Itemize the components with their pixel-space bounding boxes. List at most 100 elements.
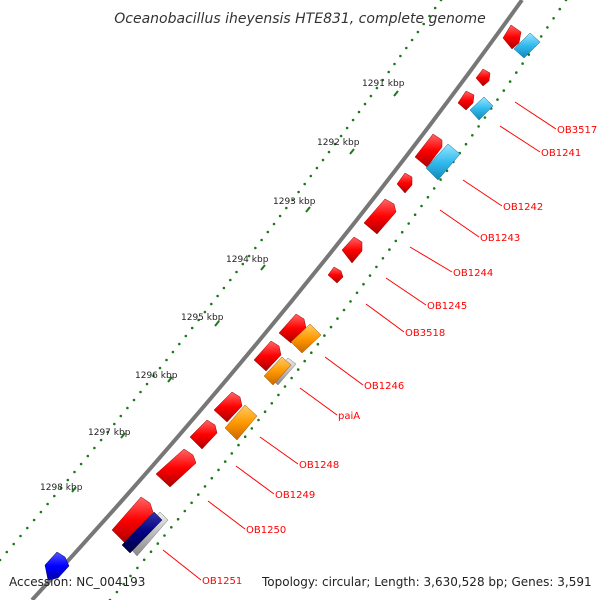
tick-dot <box>345 126 349 130</box>
tick-dot <box>296 368 300 371</box>
topology-text: Topology: circular; Length: 3,630,528 bp… <box>261 575 592 589</box>
tick-dot <box>260 238 263 242</box>
tick-dot <box>222 286 226 290</box>
gene-ob1241-cds[interactable] <box>469 96 494 121</box>
gene-label-ob1244[interactable]: OB1244 <box>453 268 493 279</box>
gene-label-ob1246[interactable]: OB1246 <box>364 381 404 392</box>
leader-line <box>324 356 364 386</box>
gene-label-ob1249[interactable]: OB1249 <box>275 490 315 501</box>
gene-ob1243-arrow[interactable] <box>396 172 413 194</box>
gene-ob1250-arrow[interactable] <box>111 496 154 544</box>
gene-label-paia[interactable]: paiA <box>338 411 360 422</box>
tick-dot <box>203 310 207 314</box>
tick-dot <box>235 270 238 274</box>
tick-dot <box>126 406 129 410</box>
gene-label-ob1245[interactable]: OB1245 <box>427 301 467 312</box>
tick-dot <box>405 46 408 50</box>
tick-dot <box>336 317 339 320</box>
tick-dot <box>247 254 251 258</box>
map-title: Oceanobacillus iheyensis HTE831, complet… <box>114 11 485 27</box>
tick-dot <box>230 452 234 455</box>
gene-ob1251-cds[interactable] <box>121 511 163 554</box>
tick-dot <box>283 385 287 388</box>
gene-label-ob3517[interactable]: OB3517 <box>557 125 597 136</box>
accession-text: Accession: NC_004193 <box>9 575 145 589</box>
major-tick <box>260 264 266 271</box>
leader-line <box>235 465 275 495</box>
gene-ob3517-arrow[interactable] <box>502 24 522 50</box>
tick-dot <box>115 590 119 594</box>
tick-dot <box>158 366 162 370</box>
leader-line <box>299 387 338 416</box>
tick-dot <box>19 534 22 538</box>
gene-label-ob1251[interactable]: OB1251 <box>202 576 242 587</box>
tick-label: 1294 kbp <box>226 255 269 265</box>
gene-ob1245-arrow[interactable] <box>341 236 363 264</box>
leader-line <box>462 179 503 207</box>
major-tick <box>349 148 355 155</box>
tick-dot <box>539 35 543 38</box>
tick-dot <box>303 182 307 186</box>
tick-dot <box>270 402 274 405</box>
gene-ob1249-arrow[interactable] <box>155 448 197 488</box>
tick-dot <box>433 6 437 10</box>
tick-dot <box>316 342 320 346</box>
tick-dot <box>93 446 96 450</box>
tick-dot <box>277 393 280 397</box>
leader-line <box>514 101 557 130</box>
tick-dot <box>428 14 431 18</box>
tick-dot <box>0 558 2 562</box>
gene-label-ob3518[interactable]: OB3518 <box>405 328 445 339</box>
tick-dot <box>145 382 149 386</box>
gene-ob3518-arrow[interactable] <box>327 266 344 284</box>
tick-dot <box>432 187 436 190</box>
gene-ob1242a-arrow[interactable] <box>457 90 475 111</box>
tick-label: 1292 kbp <box>317 138 360 148</box>
gene-ob1242-cds[interactable] <box>425 143 461 181</box>
tick-dot <box>323 334 326 337</box>
gene-ob1246b-arrow[interactable] <box>253 340 282 372</box>
tick-dot <box>66 478 70 482</box>
tick-dot <box>388 248 391 251</box>
leader-line <box>409 246 453 273</box>
leader-line <box>385 277 427 306</box>
tick-dot <box>342 308 346 312</box>
tick-dot <box>46 502 49 506</box>
gene-label-ob1250[interactable]: OB1250 <box>246 525 286 536</box>
tick-dot <box>439 0 443 2</box>
gene-label-ob1243[interactable]: OB1243 <box>480 233 520 244</box>
tick-dot <box>203 485 207 488</box>
gene-ob1241-arrow[interactable] <box>475 68 491 87</box>
tick-dot <box>12 542 15 546</box>
gene-ob1246-cds[interactable] <box>290 323 322 354</box>
tick-dot <box>250 427 254 430</box>
tick-dot <box>321 158 325 162</box>
gene-paia-cds[interactable] <box>263 356 292 386</box>
gene-ob1244-arrow[interactable] <box>363 198 397 235</box>
tick-dot <box>163 534 166 537</box>
gene-ob1246-arrow[interactable] <box>278 313 307 344</box>
gene-labels: OB3517 OB1241 OB1242 OB1243 OB1244 OB124… <box>202 125 597 587</box>
tick-dot <box>136 566 139 570</box>
tick-dot <box>217 468 220 472</box>
tick-dot <box>464 142 468 146</box>
tick-dot <box>272 222 276 226</box>
tick-label: 1291 kbp <box>362 79 405 89</box>
leader-line <box>499 125 541 153</box>
gene-ob1242-arrow[interactable] <box>414 133 443 168</box>
tick-dot <box>152 374 155 378</box>
tick-dot <box>399 54 402 58</box>
tick-dot <box>351 118 355 122</box>
gene-label-ob1248[interactable]: OB1248 <box>299 460 339 471</box>
tick-dot <box>400 230 404 234</box>
gene-ob1248-arrow[interactable] <box>189 419 218 450</box>
gene-ob3517-cds[interactable] <box>513 32 541 59</box>
gene-label-ob1241[interactable]: OB1241 <box>541 148 581 159</box>
gene-paia-arrow[interactable] <box>213 391 243 423</box>
gene-ob1248-cds[interactable] <box>224 404 258 441</box>
gene-edge-cds[interactable] <box>44 551 70 581</box>
gene-label-ob1242[interactable]: OB1242 <box>503 202 543 213</box>
leader-line <box>365 303 405 333</box>
tick-dot <box>142 558 146 562</box>
